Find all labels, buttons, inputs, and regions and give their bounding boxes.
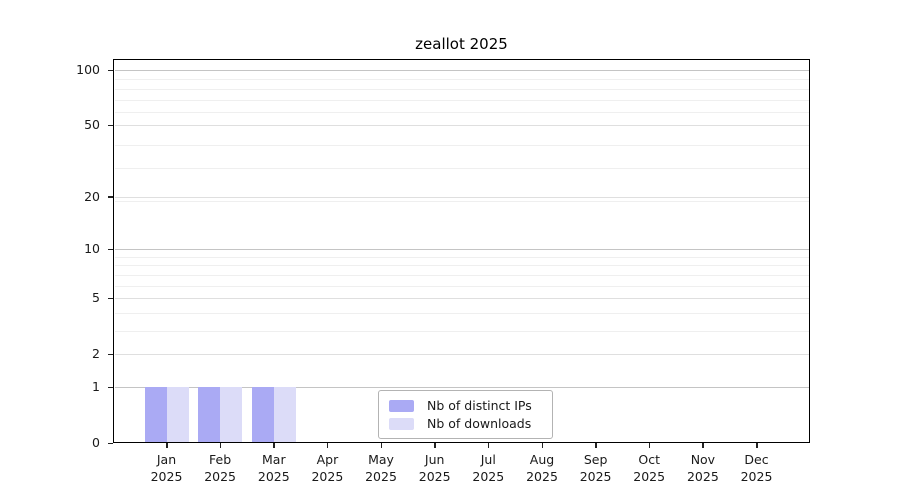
y-tick-mark [108, 386, 113, 388]
gridline-minor [114, 88, 809, 90]
x-tick-mark [541, 443, 543, 448]
chart-title: zeallot 2025 [415, 35, 508, 53]
y-tick-label: 10 [84, 241, 100, 257]
x-tick-label: Jan 2025 [150, 452, 183, 484]
legend-item-distinct-ips: Nb of distinct IPs [389, 397, 542, 415]
x-tick-label: Nov 2025 [686, 452, 719, 484]
y-tick-label: 0 [92, 435, 100, 450]
legend: Nb of distinct IPs Nb of downloads [378, 390, 553, 439]
legend-label-downloads: Nb of downloads [427, 416, 532, 431]
x-tick-label: Mar 2025 [257, 452, 290, 484]
bar-distinct-ips-mar [251, 387, 274, 443]
gridline-minor [114, 285, 809, 287]
x-tick-mark [648, 443, 651, 448]
x-tick-label: May 2025 [365, 452, 397, 484]
x-tick-label: Sep 2025 [579, 452, 612, 484]
x-tick-mark [595, 443, 597, 448]
x-tick-mark [326, 443, 329, 448]
gridline-strong [114, 387, 809, 388]
y-tick-label: 100 [76, 62, 100, 77]
gridline-minor [114, 274, 809, 276]
gridline-minor [114, 200, 809, 202]
x-tick-label: Dec 2025 [740, 452, 773, 484]
gridline-medium [114, 196, 809, 198]
bar-downloads-jan [166, 387, 189, 443]
gridline-medium [114, 125, 809, 127]
gridline-minor [114, 168, 809, 170]
legend-swatch-downloads [389, 418, 414, 430]
gridline-minor [114, 99, 809, 101]
y-tick-label: 50 [84, 117, 100, 133]
x-tick-mark [487, 443, 490, 448]
x-tick-label: Oct 2025 [633, 452, 666, 484]
gridline-strong [114, 70, 809, 71]
bar-downloads-feb [220, 387, 243, 443]
x-tick-label: Feb 2025 [204, 452, 236, 484]
legend-item-downloads: Nb of downloads [389, 415, 542, 433]
y-tick-label: 2 [92, 346, 100, 362]
gridline-minor [114, 331, 809, 332]
y-tick-mark [108, 442, 113, 444]
gridline-minor [114, 312, 809, 314]
y-tick-mark [108, 196, 113, 198]
plot-frame [113, 59, 810, 443]
y-tick-mark [108, 297, 113, 300]
legend-swatch-distinct-ips [389, 400, 414, 412]
bar-downloads-mar [273, 387, 296, 443]
y-tick-mark [108, 124, 113, 127]
y-tick-label: 5 [92, 290, 100, 306]
gridline-strong [114, 249, 809, 251]
x-tick-label: Aug 2025 [526, 452, 558, 484]
x-tick-mark [434, 443, 436, 448]
gridline-minor [114, 265, 809, 267]
x-tick-mark [166, 443, 168, 448]
bar-distinct-ips-feb [198, 387, 221, 443]
gridline-medium [114, 354, 809, 356]
gridline-medium [114, 298, 809, 300]
bar-distinct-ips-jan [144, 387, 167, 443]
y-tick-label: 20 [84, 188, 100, 204]
x-tick-label: Apr 2025 [311, 452, 344, 484]
legend-label-distinct-ips: Nb of distinct IPs [427, 398, 532, 413]
x-tick-mark [219, 443, 222, 448]
y-tick-mark [108, 69, 113, 71]
gridline-minor [114, 112, 809, 114]
gridline-minor [114, 79, 809, 81]
y-tick-mark [108, 248, 113, 251]
x-tick-label: Jul 2025 [472, 452, 505, 484]
x-tick-mark [702, 443, 704, 448]
gridline-minor [114, 256, 809, 258]
x-tick-mark [273, 443, 275, 448]
x-tick-label: Jun 2025 [418, 452, 451, 484]
x-tick-mark [756, 443, 758, 448]
x-tick-mark [380, 443, 382, 448]
y-tick-label: 1 [92, 379, 100, 394]
y-tick-mark [108, 353, 113, 356]
gridline-minor [114, 144, 809, 146]
